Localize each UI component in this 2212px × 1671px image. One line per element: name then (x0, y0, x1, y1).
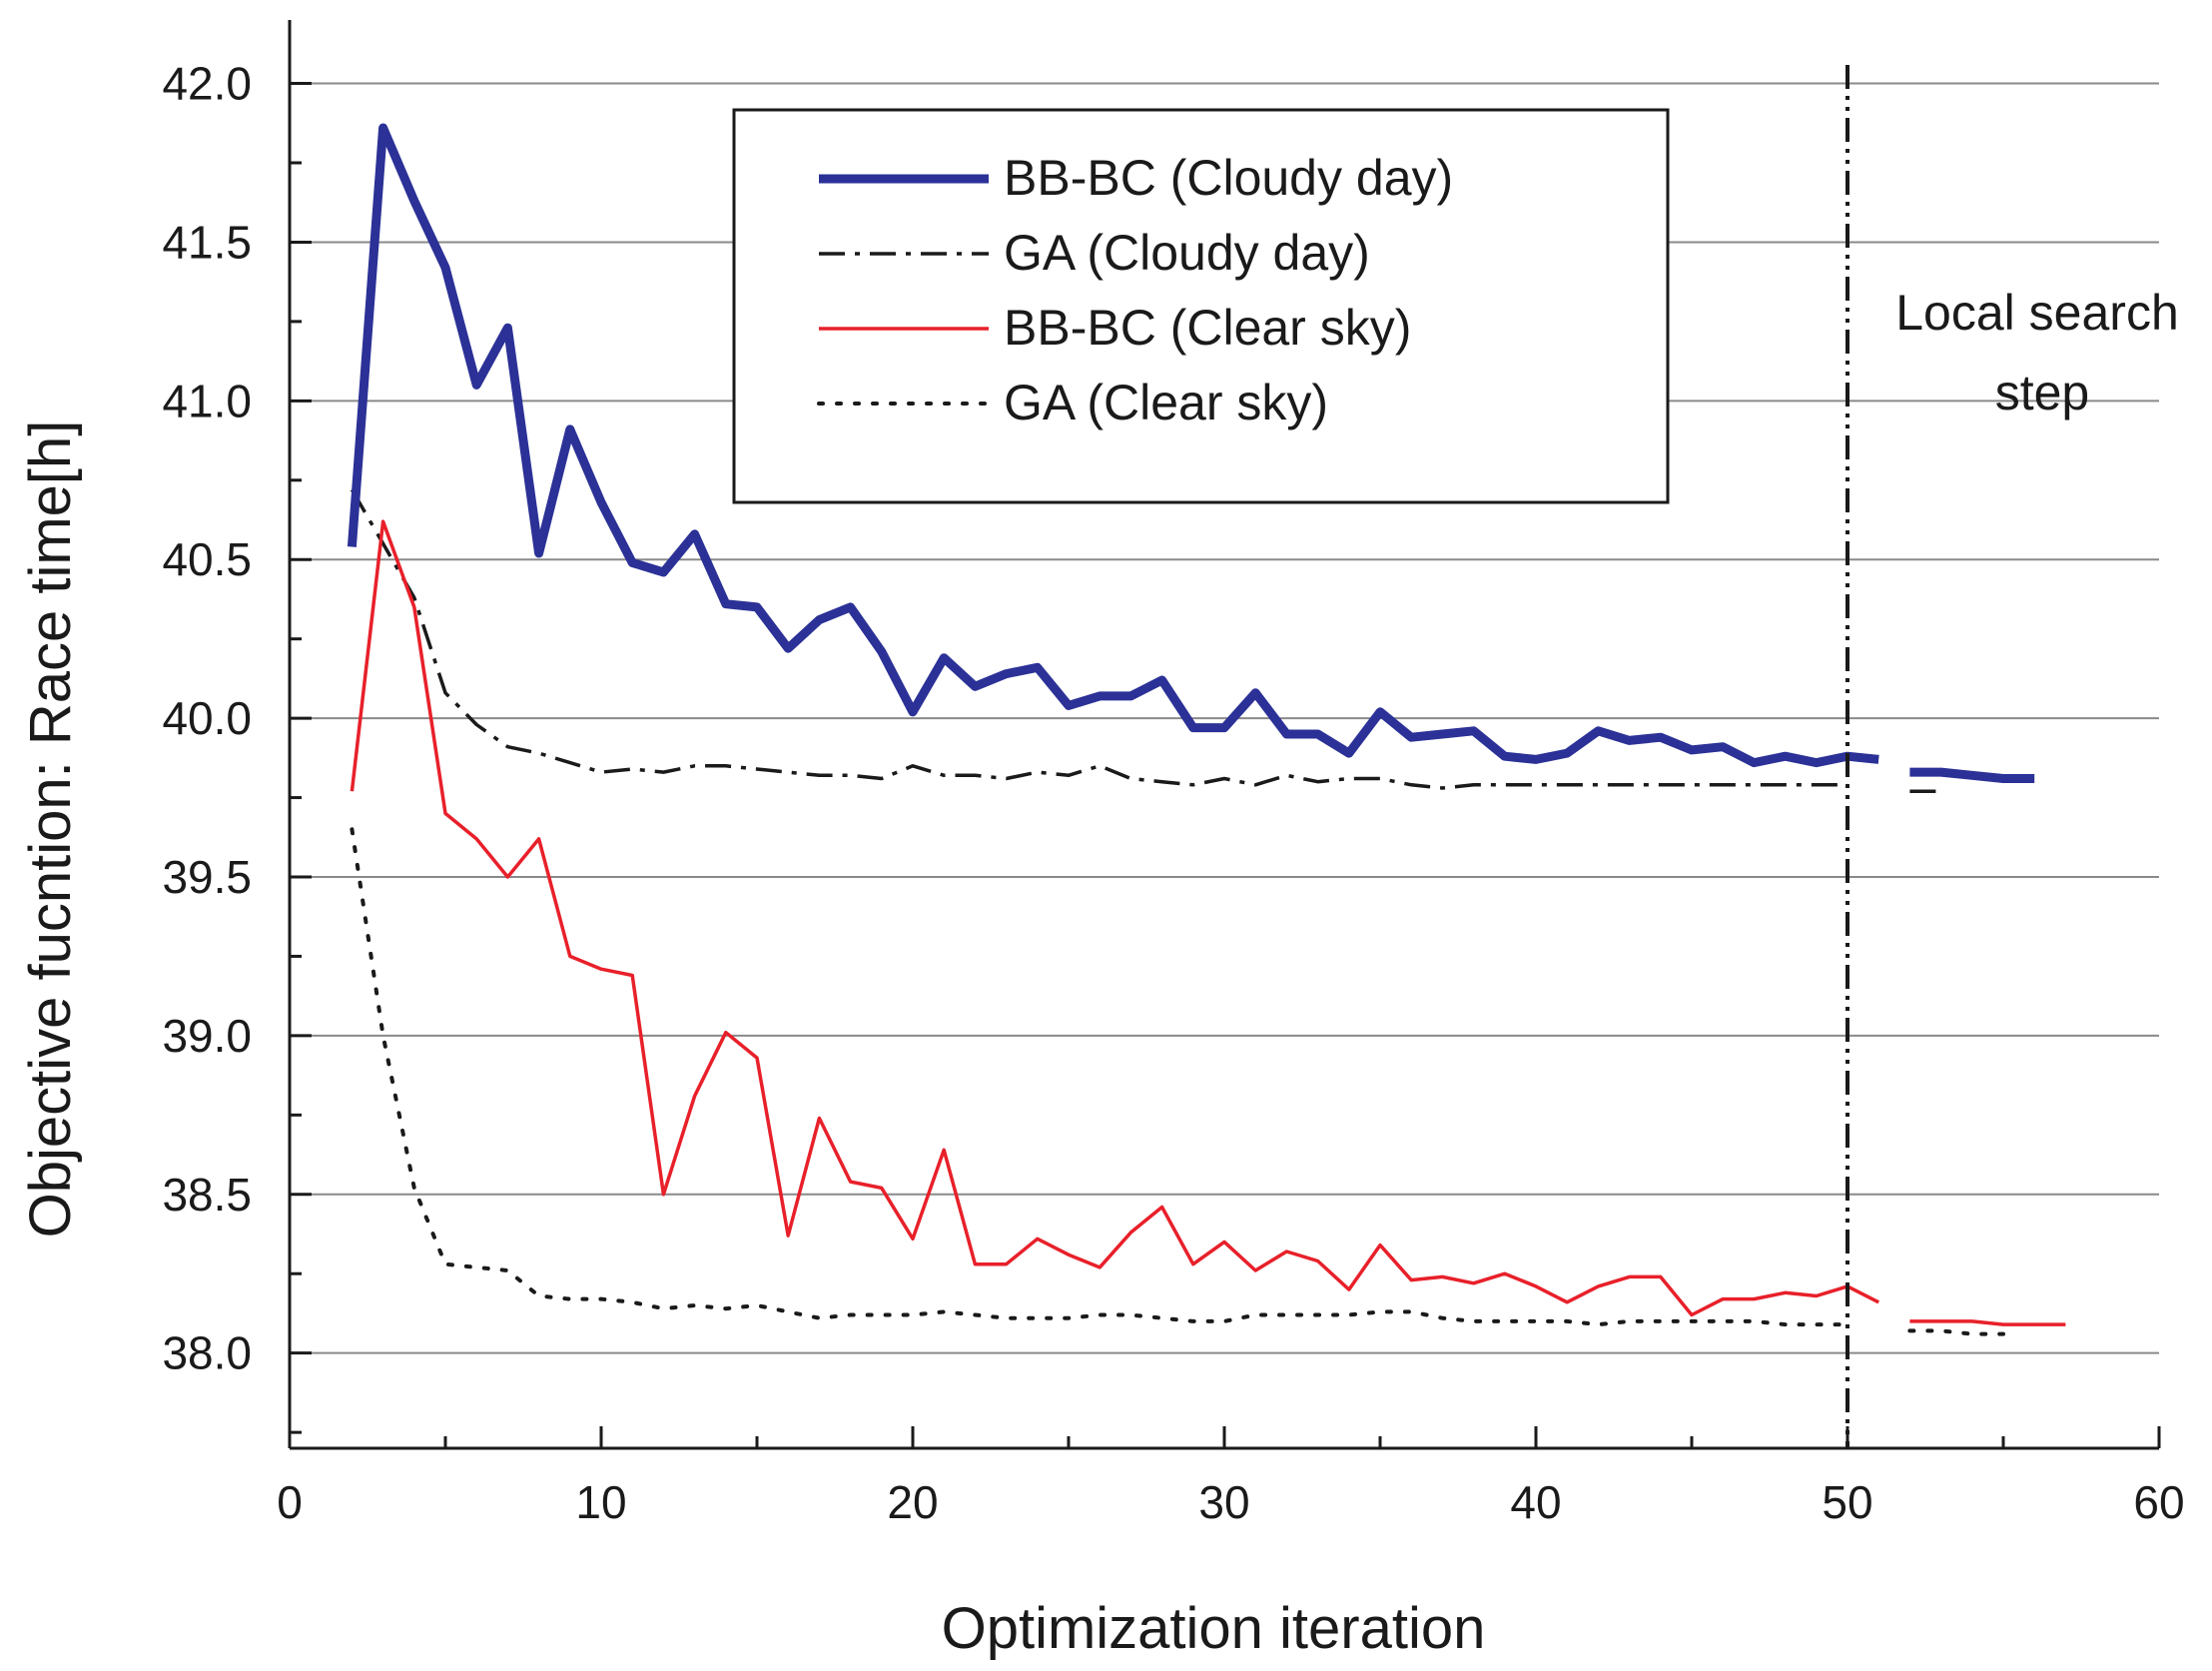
series-bb-bc-clear-sky (350, 519, 2066, 1326)
y-tick-label: 41.5 (162, 216, 252, 268)
x-tick-label: 50 (1822, 1476, 1872, 1528)
legend-label: BB-BC (Clear sky) (1004, 300, 1411, 356)
x-tick-label: 30 (1198, 1476, 1249, 1528)
legend-items: BB-BC (Cloudy day) GA (Cloudy day) BB-BC (… (817, 150, 1453, 430)
x-axis-label: Optimization iteration (942, 1596, 1486, 1661)
y-tick-label: 41.0 (162, 375, 252, 426)
y-axis-ticks: 38.0 38.5 39.0 39.5 40.0 40.5 41.0 41.5 42.0 (162, 58, 312, 1434)
y-tick-label: 38.0 (162, 1327, 252, 1379)
series-line-segment (1909, 1319, 2066, 1326)
y-axis-label: Objective fucntion: Race time[h] (18, 420, 83, 1239)
x-axis-ticks: 0 10 20 30 40 50 60 (277, 1426, 2185, 1528)
local-search-annotation: Local search step (1895, 285, 2179, 420)
x-tick-label: 40 (1510, 1476, 1561, 1528)
series-line-segment (1907, 1328, 2005, 1336)
y-tick-label: 39.0 (162, 1010, 252, 1062)
series-line-segment (350, 827, 1849, 1327)
legend-label: GA (Cloudy day) (1004, 225, 1370, 281)
y-tick-label: 40.5 (162, 533, 252, 585)
grid-lines (290, 82, 2159, 1354)
legend-label: GA (Clear sky) (1004, 375, 1328, 430)
y-tick-label: 38.5 (162, 1169, 252, 1221)
x-tick-label: 10 (575, 1476, 626, 1528)
y-tick-label: 39.5 (162, 851, 252, 903)
series-line-segment (347, 123, 1879, 768)
series-line-segment (350, 488, 1847, 790)
legend-label: BB-BC (Cloudy day) (1004, 150, 1453, 206)
series-line-segment (1909, 767, 2035, 783)
series-line-segment (350, 519, 1879, 1317)
series-bb-bc-cloudy-day (347, 123, 2035, 783)
annotation-line-1: Local search (1895, 285, 2179, 341)
y-tick-label: 40.0 (162, 692, 252, 744)
series-ga-cloudy-day (350, 488, 1941, 793)
legend: BB-BC (Cloudy day) GA (Cloudy day) BB-BC (… (732, 108, 1670, 504)
y-tick-label: 42.0 (162, 58, 252, 110)
series-layer (347, 123, 2066, 1336)
annotation-line-2: step (1995, 365, 2090, 420)
x-tick-label: 0 (277, 1476, 303, 1528)
x-tick-label: 60 (2133, 1476, 2184, 1528)
x-tick-label: 20 (887, 1476, 938, 1528)
axes: 0 10 20 30 40 50 60 38.0 38.5 39.0 39.5 40.0 40.5 41… (162, 20, 2185, 1528)
series-ga-clear-sky (350, 827, 2005, 1336)
